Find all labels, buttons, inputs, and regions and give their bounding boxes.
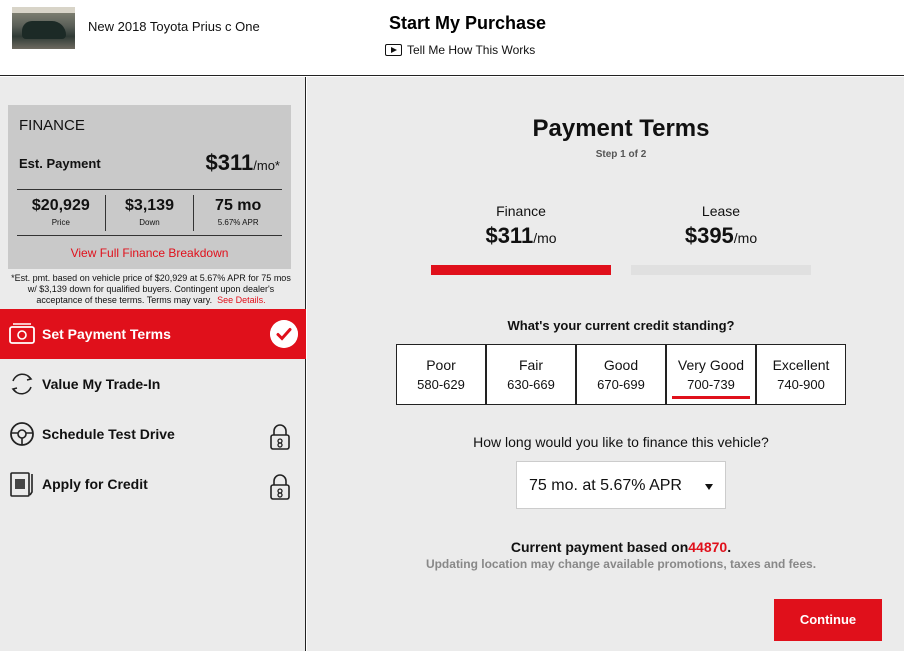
sidebar: FINANCE Est. Payment $311/mo* $20,929 Pr… [0, 77, 306, 651]
lock-icon [270, 474, 290, 500]
page-title: Payment Terms [532, 115, 710, 142]
see-details-link[interactable]: See Details. [217, 295, 266, 305]
finance-card-title: FINANCE [19, 117, 85, 134]
how-it-works-link[interactable]: Tell Me How This Works [385, 43, 535, 57]
step-set-payment-terms[interactable]: Set Payment Terms [0, 309, 306, 359]
term-detail: 75 mo 5.67% APR [215, 197, 262, 227]
option-bar [631, 265, 811, 275]
term-question: How long would you like to finance this … [473, 434, 769, 450]
credit-tier-fair[interactable]: Fair 630-669 [486, 344, 576, 405]
finance-details: $20,929 Price $3,139 Down 75 mo 5.67% AP… [17, 195, 282, 231]
credit-tier-excellent[interactable]: Excellent 740-900 [756, 344, 846, 405]
divider [17, 189, 282, 190]
credit-tier-very-good[interactable]: Very Good 700-739 [666, 344, 756, 405]
step-indicator: Step 1 of 2 [595, 149, 647, 160]
price-detail: $20,929 Price [17, 195, 106, 231]
trade-in-icon [11, 373, 33, 395]
steering-wheel-icon [10, 422, 34, 446]
credit-tier-poor[interactable]: Poor 580-629 [396, 344, 486, 405]
option-amount: $395/mo [684, 223, 758, 248]
term-selected-value: 75 mo. at 5.67% APR [529, 477, 682, 494]
play-icon [385, 44, 402, 56]
option-name: Lease [701, 203, 741, 219]
how-it-works-label: Tell Me How This Works [407, 43, 536, 57]
car-image [22, 21, 66, 39]
credit-tier-good[interactable]: Good 670-699 [576, 344, 666, 405]
lease-option[interactable]: Lease $395/mo [631, 203, 811, 275]
step-label: Value My Trade-In [42, 376, 161, 392]
vehicle-title: New 2018 Toyota Prius c One [88, 19, 260, 34]
step-schedule-test-drive[interactable]: Schedule Test Drive [0, 409, 306, 459]
main-panel: Payment Terms Step 1 of 2 Finance $311/m… [307, 77, 904, 651]
header: New 2018 Toyota Prius c One Start My Pur… [0, 0, 904, 76]
zip-code-link[interactable]: 44870 [688, 539, 728, 555]
chevron-down-icon [705, 484, 713, 490]
continue-button[interactable]: Continue [774, 599, 882, 641]
step-label: Set Payment Terms [42, 326, 171, 342]
option-selected-bar [431, 265, 611, 275]
term-select[interactable]: 75 mo. at 5.67% APR [516, 461, 726, 509]
divider [17, 235, 282, 236]
option-amount: $311/mo [485, 223, 557, 248]
step-label: Schedule Test Drive [42, 426, 175, 442]
step-label: Apply for Credit [42, 476, 148, 492]
est-payment-label: Est. Payment [19, 156, 101, 171]
payment-disclaimer: *Est. pmt. based on vehicle price of $20… [11, 273, 291, 305]
credit-tiers: Poor 580-629 Fair 630-669 Good 670-699 Very… [396, 344, 846, 405]
vehicle-thumbnail[interactable] [12, 7, 75, 49]
payment-icon [9, 323, 35, 344]
finance-option[interactable]: Finance $311/mo [431, 203, 611, 275]
credit-application-icon [10, 472, 33, 497]
est-payment-amount: $311/mo* [205, 150, 280, 175]
lock-icon [270, 424, 290, 450]
step-apply-for-credit[interactable]: Apply for Credit [0, 459, 306, 509]
step-value-trade-in[interactable]: Value My Trade-In [0, 359, 306, 409]
checkmark-icon [270, 320, 298, 348]
thumbnail-banner [12, 7, 75, 13]
location-update-note: Updating location may change available p… [425, 557, 817, 571]
current-payment-location: Current payment based on44870. [510, 539, 732, 555]
finance-summary-card: FINANCE Est. Payment $311/mo* $20,929 Pr… [8, 105, 291, 269]
purchase-title: Start My Purchase [389, 13, 547, 33]
option-name: Finance [496, 203, 546, 219]
credit-question: What's your current credit standing? [507, 318, 735, 333]
view-breakdown-link[interactable]: View Full Finance Breakdown [70, 246, 229, 260]
down-detail: $3,139 Down [106, 195, 195, 231]
